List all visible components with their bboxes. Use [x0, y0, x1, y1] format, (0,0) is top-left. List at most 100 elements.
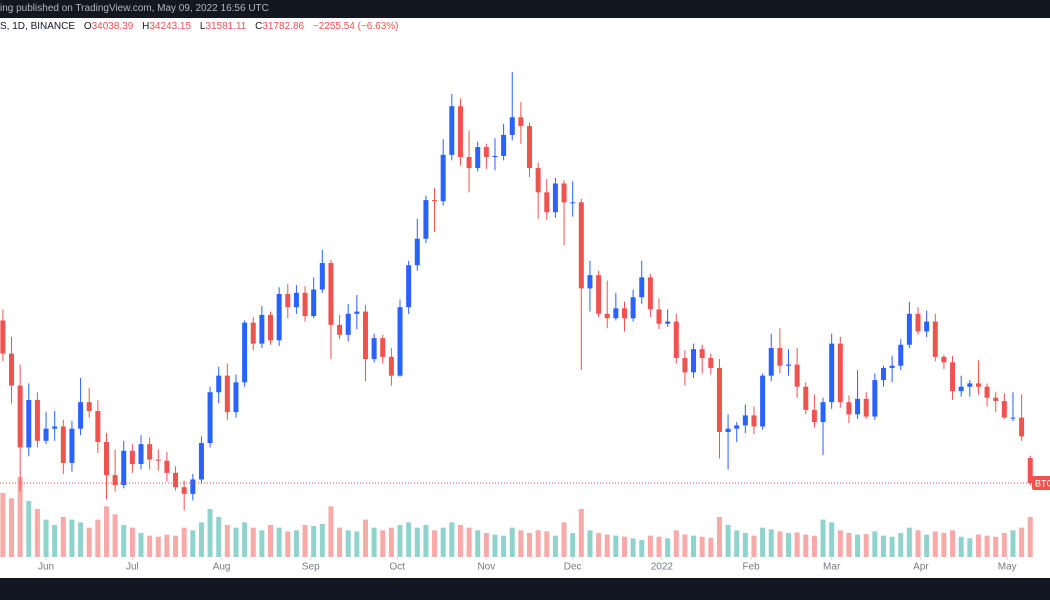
- legend-open: O34038.39: [84, 21, 134, 32]
- candle-body: [958, 386, 964, 392]
- volume-bar: [1010, 530, 1016, 557]
- volume-bar: [760, 527, 766, 557]
- volume-bar: [950, 530, 956, 557]
- candle-body: [647, 277, 653, 310]
- candle-body: [121, 450, 127, 485]
- volume-bar: [621, 536, 627, 557]
- candle-body: [544, 192, 550, 213]
- volume-bar: [682, 534, 688, 557]
- volume-bar: [492, 534, 498, 557]
- volume-bar: [354, 531, 360, 557]
- volume-bar: [293, 530, 299, 557]
- candle-body: [207, 392, 213, 444]
- candle-body: [734, 425, 740, 429]
- candle-body: [760, 375, 766, 427]
- volume-bar: [630, 538, 636, 557]
- volume-bar: [734, 530, 740, 557]
- candle-body: [613, 308, 619, 319]
- volume-bar: [837, 530, 843, 557]
- legend-value: 31782.86: [262, 21, 305, 32]
- candle-body: [250, 322, 256, 344]
- candle-body: [915, 313, 921, 332]
- candle-body: [285, 293, 291, 308]
- volume-bar: [466, 527, 472, 557]
- volume-bar: [328, 506, 334, 557]
- volume-bar: [993, 536, 999, 557]
- volume-bar: [319, 523, 325, 557]
- legend: S, 1D, BINANCE O34038.39 H34243.15 L3158…: [0, 20, 399, 34]
- candle-body: [820, 402, 826, 423]
- legend-label: L: [199, 21, 206, 32]
- volume-bar: [371, 527, 377, 557]
- volume-bar: [423, 525, 429, 557]
- volume-bar: [906, 527, 912, 557]
- candle-body: [354, 311, 360, 314]
- publish-bar: ing published on TradingView.com, May 09…: [0, 0, 1050, 18]
- volume-bar: [78, 522, 84, 557]
- candle-body: [527, 126, 533, 169]
- legend-label: C: [255, 21, 263, 32]
- candle-body: [276, 293, 282, 341]
- volume-bar: [259, 530, 265, 557]
- volume-bar: [397, 525, 403, 557]
- candle-body: [725, 428, 731, 432]
- x-tick-label: Feb: [742, 562, 760, 573]
- volume-bar: [302, 525, 308, 557]
- candle-body: [777, 348, 783, 366]
- volume-bar: [501, 535, 507, 557]
- legend-label: O: [83, 21, 92, 32]
- candle-body: [475, 147, 481, 169]
- candle-body: [509, 117, 515, 135]
- candle-body: [466, 157, 472, 169]
- candle-body: [492, 155, 498, 158]
- candle-body: [337, 324, 343, 335]
- candle-body: [259, 314, 265, 344]
- candle-body: [423, 200, 429, 239]
- candle-body: [155, 459, 161, 461]
- volume-bar: [216, 517, 222, 557]
- candle-body: [1019, 417, 1025, 437]
- candle-body: [656, 309, 662, 324]
- volume-bar: [233, 527, 239, 557]
- volume-bar: [164, 534, 170, 557]
- volume-bar: [846, 533, 852, 557]
- volume-bar: [414, 527, 420, 557]
- candle-body: [319, 263, 325, 290]
- candle-body: [86, 402, 92, 412]
- volume-bar: [880, 535, 886, 557]
- candle-body: [388, 356, 394, 376]
- volume-bar: [768, 529, 774, 557]
- candle-body: [984, 386, 990, 398]
- candle-body: [129, 450, 135, 465]
- candle-body: [967, 383, 973, 387]
- volume-bar: [587, 530, 593, 557]
- candle-body: [216, 375, 222, 393]
- candle-body: [95, 411, 101, 442]
- candle-body: [1010, 417, 1016, 419]
- volume-bar: [17, 477, 23, 557]
- x-tick-label: Dec: [564, 562, 582, 573]
- volume-bar: [561, 522, 567, 557]
- candle-body: [1027, 458, 1033, 483]
- candle-body: [233, 382, 239, 413]
- volume-bar: [285, 531, 291, 557]
- volume-bar: [639, 539, 645, 557]
- volume-bar: [155, 536, 161, 557]
- candle-body: [26, 399, 32, 448]
- candle-body: [621, 308, 627, 319]
- candle-body: [604, 313, 610, 319]
- candle-body: [880, 367, 886, 381]
- volume-bar: [915, 530, 921, 557]
- candle-body: [371, 338, 377, 360]
- volume-bar: [483, 533, 489, 557]
- volume-bar: [52, 525, 58, 557]
- volume-bar: [509, 527, 515, 557]
- volume-bar: [751, 535, 757, 557]
- candle-body: [457, 106, 463, 158]
- candle-body: [414, 238, 420, 266]
- candle-body: [60, 426, 66, 463]
- candle-body: [224, 375, 230, 413]
- volume-bar: [691, 535, 697, 557]
- volume-bar: [932, 531, 938, 557]
- candle-body: [803, 386, 809, 410]
